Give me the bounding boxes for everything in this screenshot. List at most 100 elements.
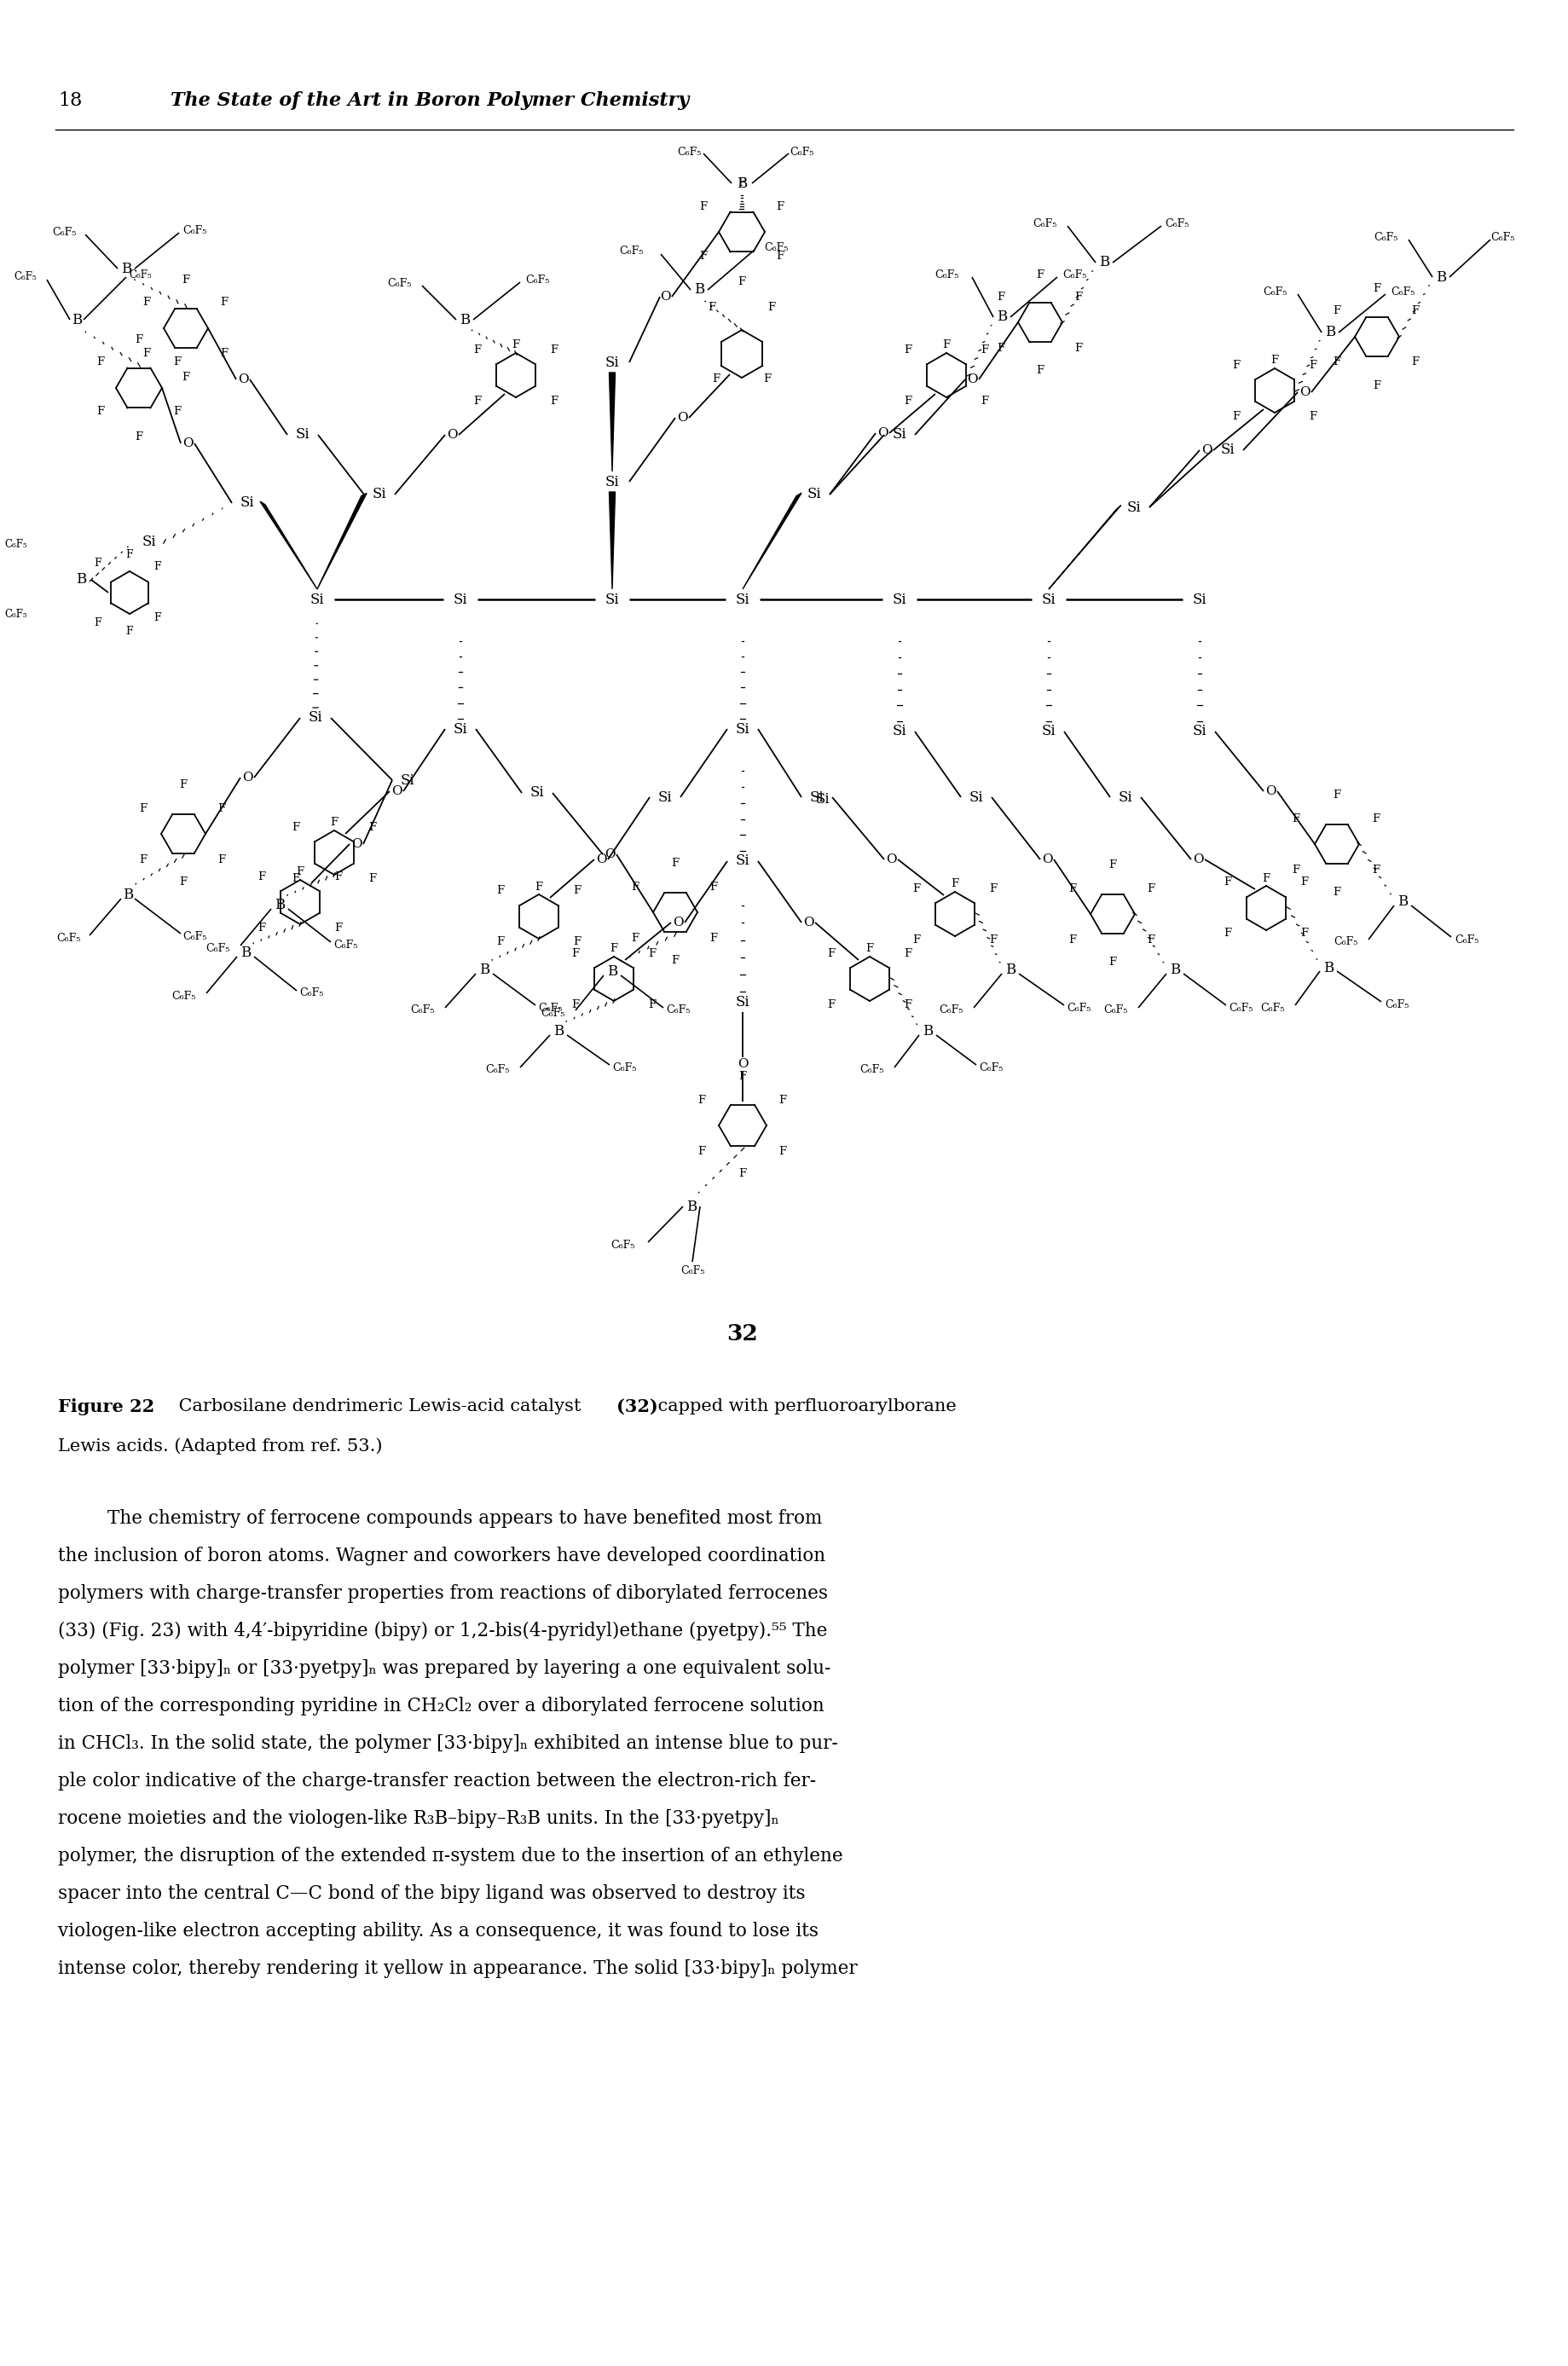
Text: O: O bbox=[1201, 445, 1212, 457]
Text: F: F bbox=[572, 998, 580, 1010]
Text: O: O bbox=[447, 428, 458, 440]
Text: B: B bbox=[1005, 963, 1016, 977]
Text: F: F bbox=[1109, 958, 1116, 968]
Text: O: O bbox=[1041, 854, 1052, 866]
Text: polymers with charge-transfer properties from reactions of diborylated ferrocene: polymers with charge-transfer properties… bbox=[58, 1585, 828, 1602]
Text: C₆F₅: C₆F₅ bbox=[129, 270, 152, 279]
Text: F: F bbox=[1036, 270, 1044, 279]
Text: B: B bbox=[121, 260, 132, 277]
Text: F: F bbox=[140, 854, 147, 866]
Polygon shape bbox=[743, 492, 801, 589]
Text: C₆F₅: C₆F₅ bbox=[789, 147, 814, 156]
Text: Figure 22: Figure 22 bbox=[58, 1398, 155, 1415]
Text: C₆F₅: C₆F₅ bbox=[612, 1240, 635, 1249]
Text: F: F bbox=[574, 885, 582, 897]
Text: F: F bbox=[982, 395, 989, 407]
Text: F: F bbox=[257, 871, 265, 883]
Text: F: F bbox=[828, 949, 836, 958]
Text: Si: Si bbox=[892, 428, 906, 442]
Text: C₆F₅: C₆F₅ bbox=[1104, 1006, 1127, 1015]
Text: O: O bbox=[803, 916, 814, 927]
Text: B: B bbox=[997, 310, 1007, 324]
Text: C₆F₅: C₆F₅ bbox=[764, 241, 789, 253]
Text: F: F bbox=[1292, 864, 1300, 875]
Text: C₆F₅: C₆F₅ bbox=[171, 991, 196, 1001]
Text: O: O bbox=[351, 838, 362, 849]
Text: F: F bbox=[1074, 343, 1082, 353]
Text: tion of the corresponding pyridine in CH₂Cl₂ over a diborylated ferrocene soluti: tion of the corresponding pyridine in CH… bbox=[58, 1696, 825, 1715]
Text: Si: Si bbox=[1193, 592, 1207, 606]
Text: F: F bbox=[1232, 412, 1240, 421]
Text: F: F bbox=[776, 251, 784, 260]
Text: Si: Si bbox=[892, 592, 906, 606]
Text: F: F bbox=[989, 935, 997, 944]
Text: F: F bbox=[292, 821, 299, 833]
Text: F: F bbox=[1225, 927, 1232, 939]
Text: F: F bbox=[913, 935, 920, 944]
Text: Si: Si bbox=[143, 535, 157, 549]
Polygon shape bbox=[317, 492, 367, 589]
Text: F: F bbox=[764, 374, 771, 386]
Text: F: F bbox=[671, 956, 679, 965]
Text: F: F bbox=[699, 201, 707, 213]
Text: Si: Si bbox=[240, 497, 254, 511]
Text: B: B bbox=[274, 899, 285, 913]
Text: F: F bbox=[572, 949, 580, 958]
Text: C₆F₅: C₆F₅ bbox=[978, 1062, 1004, 1074]
Text: Si: Si bbox=[1118, 790, 1132, 804]
Text: F: F bbox=[905, 998, 913, 1010]
Text: F: F bbox=[739, 1169, 746, 1181]
Text: F: F bbox=[1300, 878, 1308, 887]
Text: O: O bbox=[886, 854, 897, 866]
Text: Si: Si bbox=[1041, 724, 1055, 738]
Text: F: F bbox=[1148, 935, 1156, 944]
Text: F: F bbox=[1109, 859, 1116, 871]
Text: F: F bbox=[296, 866, 304, 878]
Polygon shape bbox=[1049, 506, 1121, 589]
Text: F: F bbox=[1374, 282, 1381, 293]
Text: F: F bbox=[710, 932, 718, 944]
Text: C₆F₅: C₆F₅ bbox=[1262, 286, 1287, 298]
Text: B: B bbox=[1099, 256, 1110, 270]
Text: F: F bbox=[712, 374, 720, 386]
Text: The State of the Art in Boron Polymer Chemistry: The State of the Art in Boron Polymer Ch… bbox=[171, 92, 690, 109]
Text: O: O bbox=[966, 374, 977, 386]
Text: C₆F₅: C₆F₅ bbox=[681, 1266, 704, 1275]
Text: F: F bbox=[182, 371, 190, 383]
Text: F: F bbox=[1372, 864, 1380, 875]
Text: F: F bbox=[1309, 412, 1317, 421]
Text: F: F bbox=[1333, 887, 1341, 899]
Polygon shape bbox=[610, 492, 615, 589]
Text: F: F bbox=[698, 1145, 706, 1157]
Text: F: F bbox=[550, 343, 558, 355]
Text: Lewis acids. (Adapted from ref. 53.): Lewis acids. (Adapted from ref. 53.) bbox=[58, 1439, 383, 1455]
Text: O: O bbox=[737, 1058, 748, 1069]
Text: F: F bbox=[221, 348, 227, 360]
Text: Si: Si bbox=[969, 790, 983, 804]
Text: F: F bbox=[632, 880, 640, 892]
Text: C₆F₅: C₆F₅ bbox=[612, 1062, 637, 1074]
Text: B: B bbox=[122, 887, 133, 901]
Text: F: F bbox=[710, 880, 718, 892]
Text: C₆F₅: C₆F₅ bbox=[935, 270, 958, 279]
Text: Si: Si bbox=[372, 487, 386, 502]
Text: Si: Si bbox=[453, 592, 467, 606]
Text: F: F bbox=[779, 1095, 787, 1105]
Text: F: F bbox=[866, 944, 873, 953]
Text: C₆F₅: C₆F₅ bbox=[859, 1065, 883, 1077]
Text: C₆F₅: C₆F₅ bbox=[1066, 1003, 1091, 1013]
Text: Si: Si bbox=[659, 790, 673, 804]
Text: F: F bbox=[143, 348, 151, 360]
Text: C₆F₅: C₆F₅ bbox=[1261, 1003, 1284, 1013]
Text: F: F bbox=[1333, 357, 1341, 367]
Text: F: F bbox=[1333, 305, 1341, 317]
Polygon shape bbox=[260, 502, 317, 589]
Text: Si: Si bbox=[892, 724, 906, 738]
Text: F: F bbox=[97, 357, 105, 367]
Text: F: F bbox=[649, 949, 655, 958]
Text: B: B bbox=[695, 282, 704, 298]
Text: O: O bbox=[673, 916, 684, 927]
Text: B: B bbox=[480, 963, 489, 977]
Text: F: F bbox=[174, 357, 182, 367]
Text: Si: Si bbox=[1041, 592, 1055, 606]
